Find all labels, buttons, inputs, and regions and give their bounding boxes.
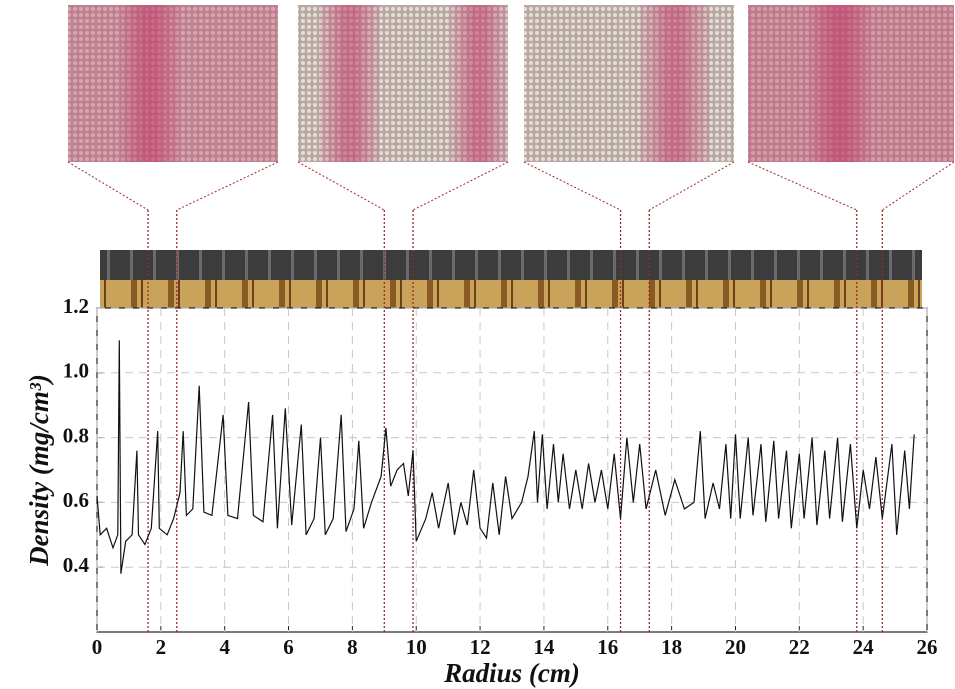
wood-strip [100,250,922,308]
connector [176,161,279,211]
y-tick-label: 0.8 [63,423,89,447]
x-tick-label: 14 [533,635,555,659]
x-tick-label: 0 [92,635,103,659]
latewood-band [640,5,710,162]
x-tick-label: 6 [283,635,294,659]
connector [297,161,385,211]
wood-sample [100,280,922,308]
x-tick-label: 22 [789,635,810,659]
y-tick-label: 1.0 [63,359,89,383]
x-axis-label: Radius (cm) [443,658,580,688]
x-tick-label: 12 [470,635,491,659]
x-tick-label: 2 [156,635,167,659]
connector [523,161,621,211]
y-tick-label: 1.2 [63,294,89,318]
connector [649,161,735,211]
x-tick-label: 18 [661,635,682,659]
x-tick-label: 24 [853,635,875,659]
x-tick-label: 20 [725,635,746,659]
latewood-band [320,5,380,162]
x-tick-label: 10 [406,635,427,659]
connector [882,161,955,211]
connector [747,161,857,211]
latewood-band [450,5,508,162]
latewood-band [810,5,870,162]
x-tick-label: 4 [219,635,230,659]
x-tick-label: 8 [347,635,358,659]
density-line [96,340,915,574]
x-tick-label: 26 [917,635,938,659]
plot-frame [96,307,928,633]
y-tick-label: 0.4 [63,553,90,577]
latewood-band [120,5,180,162]
connector [67,161,149,211]
x-tick-label: 16 [597,635,618,659]
micrographs [68,5,954,162]
y-axis-label: Density (mg/cm³) [24,374,54,567]
y-tick-label: 0.6 [63,488,89,512]
connector [412,161,509,211]
xray-strip [100,250,922,280]
